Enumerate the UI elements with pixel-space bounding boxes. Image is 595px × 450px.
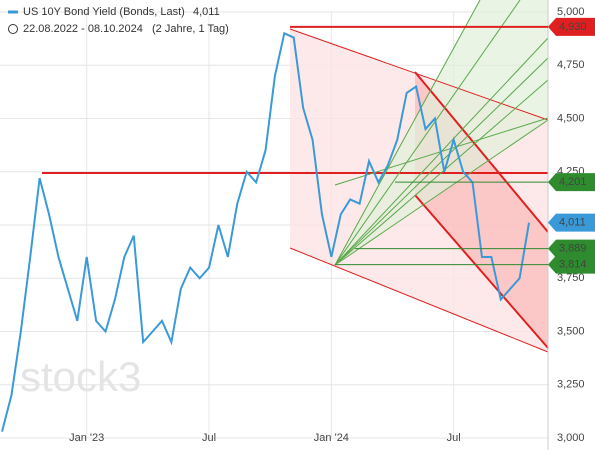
price-tag-label: 4,201 xyxy=(559,176,587,188)
price-tag-label: 4,011 xyxy=(559,217,586,229)
fan-line xyxy=(334,0,521,266)
x-tick-label: Jul xyxy=(202,432,216,444)
y-tick-label: 3,500 xyxy=(557,325,585,337)
y-tick-label: 4,500 xyxy=(557,112,585,124)
y-tick-label: 3,250 xyxy=(557,379,585,391)
x-tick-label: Jan '23 xyxy=(69,432,104,444)
y-tick-label: 5,000 xyxy=(557,6,585,18)
date-span: (2 Jahre, 1 Tag) xyxy=(152,23,229,35)
y-tick-label: 3,000 xyxy=(557,432,585,444)
y-tick-label: 3,750 xyxy=(557,272,585,284)
x-tick-label: Jul xyxy=(447,432,461,444)
price-tag xyxy=(548,17,595,36)
last-value: 4,011 xyxy=(193,6,220,18)
clock-icon xyxy=(8,24,18,34)
drawings xyxy=(42,0,549,353)
fan-line xyxy=(334,119,549,266)
price-tag xyxy=(548,173,595,192)
date-range: 22.08.2022 - 08.10.2024 xyxy=(23,23,143,35)
trend-line xyxy=(289,28,549,121)
trend-line xyxy=(414,194,549,349)
y-tick-label: 4,750 xyxy=(557,59,585,71)
price-tag xyxy=(548,239,595,258)
x-tick-label: Jan '24 xyxy=(314,432,349,444)
fan-fill xyxy=(335,0,548,265)
trend-line xyxy=(414,71,549,233)
fan-line xyxy=(334,79,549,266)
price-tag xyxy=(548,213,595,232)
title: US 10Y Bond Yield (Bonds, Last) xyxy=(23,6,185,18)
watermark: stock3 xyxy=(20,353,141,400)
trend-line xyxy=(289,247,549,353)
fan-line xyxy=(334,0,481,266)
price-line xyxy=(1,31,530,432)
price-tag-label: 3,814 xyxy=(559,259,587,271)
price-tag-label: 3,889 xyxy=(559,243,587,255)
price-tag-label: 4,930 xyxy=(559,21,587,33)
price-tag xyxy=(548,255,595,274)
